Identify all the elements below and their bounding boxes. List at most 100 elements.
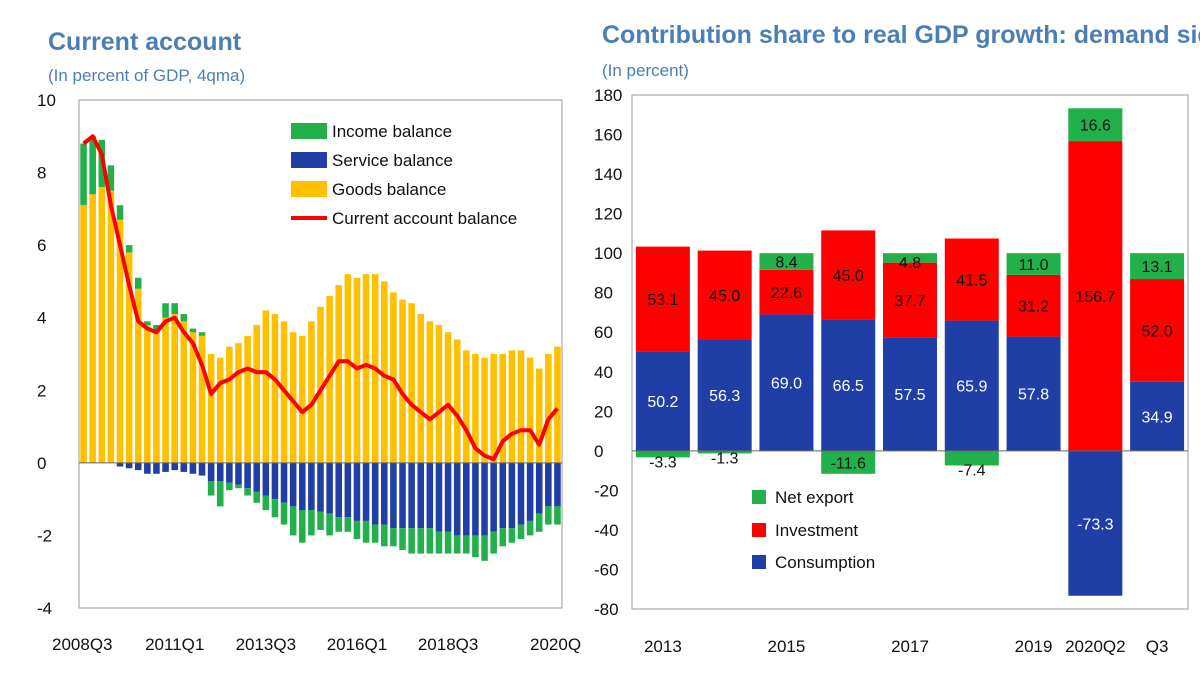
- goods-bar: [144, 324, 151, 463]
- right-y-tick-label: 180: [594, 86, 622, 105]
- left-y-tick-label: 4: [37, 309, 46, 328]
- goods-bar: [408, 303, 415, 463]
- service-bar: [280, 462, 288, 503]
- goods-bar: [253, 324, 260, 463]
- left-x-tick-label: 2013Q3: [236, 635, 297, 654]
- income-bar: [353, 520, 361, 540]
- goods-bar: [235, 343, 242, 463]
- consumption-value-label: 66.5: [833, 378, 864, 395]
- service-bar: [344, 462, 352, 518]
- income-bar: [207, 481, 215, 496]
- investment-value-label: 45.0: [833, 268, 864, 285]
- net-export-value-label: 13.1: [1142, 259, 1173, 276]
- service-bar: [444, 462, 452, 532]
- income-bar: [554, 506, 561, 525]
- goods-bar: [362, 274, 370, 463]
- right-y-tick-label: 160: [594, 126, 622, 145]
- legend-investment-label: Investment: [775, 521, 858, 540]
- service-bar: [125, 462, 133, 469]
- net-export-bar: [759, 253, 814, 270]
- service-bar: [408, 462, 415, 529]
- service-bar: [517, 462, 525, 525]
- consumption-bar: [1130, 381, 1185, 451]
- service-bar: [253, 462, 260, 492]
- consumption-value-label: 34.9: [1142, 409, 1173, 426]
- income-bar: [308, 510, 315, 536]
- right-x-tick-label: 2019: [1015, 637, 1053, 656]
- service-bar: [162, 462, 169, 472]
- income-bar: [89, 136, 96, 195]
- service-bar: [381, 462, 388, 525]
- income-bar: [472, 535, 479, 558]
- service-bar: [353, 462, 361, 521]
- income-bar: [535, 513, 543, 532]
- investment-bar: [1068, 141, 1123, 451]
- service-bar: [390, 462, 397, 529]
- service-bar: [463, 462, 470, 536]
- goods-bar: [344, 274, 352, 463]
- goods-bar: [226, 346, 233, 463]
- service-bar: [216, 462, 224, 481]
- legend-income-label: Income balance: [332, 122, 452, 141]
- consumption-bar: [759, 314, 814, 451]
- service-bar: [545, 462, 552, 507]
- service-bar: [134, 462, 142, 471]
- right-chart-subtitle: (In percent): [602, 61, 689, 80]
- income-bar: [317, 511, 324, 530]
- left-y-tick-label: 8: [37, 164, 46, 183]
- right-y-tick-label: -60: [594, 560, 619, 579]
- net-export-value-label: 11.0: [1019, 257, 1049, 274]
- service-bar: [535, 462, 543, 514]
- goods-bar: [80, 205, 87, 463]
- service-bar: [362, 462, 370, 521]
- goods-bar: [490, 354, 497, 463]
- service-bar: [171, 462, 178, 471]
- net-export-bar: [1068, 108, 1123, 142]
- goods-bar: [335, 285, 343, 463]
- income-bar: [335, 517, 343, 532]
- investment-value-label: 22.6: [771, 285, 802, 302]
- income-bar: [226, 482, 233, 491]
- income-bar: [144, 321, 151, 325]
- income-bar: [262, 495, 270, 511]
- legend-consumption-swatch: [752, 555, 766, 569]
- legend-goods-label: Goods balance: [332, 180, 446, 199]
- right-y-tick-label: 100: [594, 244, 622, 263]
- goods-bar: [526, 357, 534, 463]
- goods-bar: [508, 350, 516, 463]
- goods-bar: [189, 332, 197, 463]
- investment-bar: [1006, 274, 1061, 337]
- net-export-value-label: -11.6: [831, 455, 866, 472]
- goods-bar: [444, 332, 452, 463]
- net-export-bar: [1130, 253, 1185, 280]
- goods-bar: [517, 350, 525, 463]
- service-bar: [417, 462, 425, 529]
- income-bar: [435, 531, 443, 554]
- legend-investment-swatch: [752, 523, 766, 537]
- goods-bar: [554, 346, 561, 463]
- goods-bar: [116, 219, 124, 463]
- consumption-bar: [821, 319, 876, 451]
- income-bar: [107, 165, 115, 191]
- net-export-value-label: 4.8: [899, 255, 921, 272]
- goods-bar: [435, 324, 443, 463]
- goods-bar: [198, 335, 206, 463]
- consumption-value-label: 57.5: [894, 387, 925, 404]
- service-bar: [271, 462, 279, 500]
- goods-bar: [171, 314, 178, 463]
- income-bar: [526, 520, 534, 536]
- income-bar: [362, 520, 370, 543]
- left-y-tick-label: -4: [37, 599, 52, 618]
- legend-net-export-label: Net export: [775, 488, 854, 507]
- goods-bar: [262, 310, 270, 463]
- service-bar: [317, 462, 324, 512]
- consumption-bar: [697, 339, 752, 451]
- income-bar: [189, 328, 197, 333]
- consumption-value-label: 50.2: [647, 394, 678, 411]
- goods-bar: [180, 321, 188, 463]
- service-bar: [198, 462, 206, 476]
- income-bar: [371, 524, 379, 543]
- service-bar: [244, 462, 251, 489]
